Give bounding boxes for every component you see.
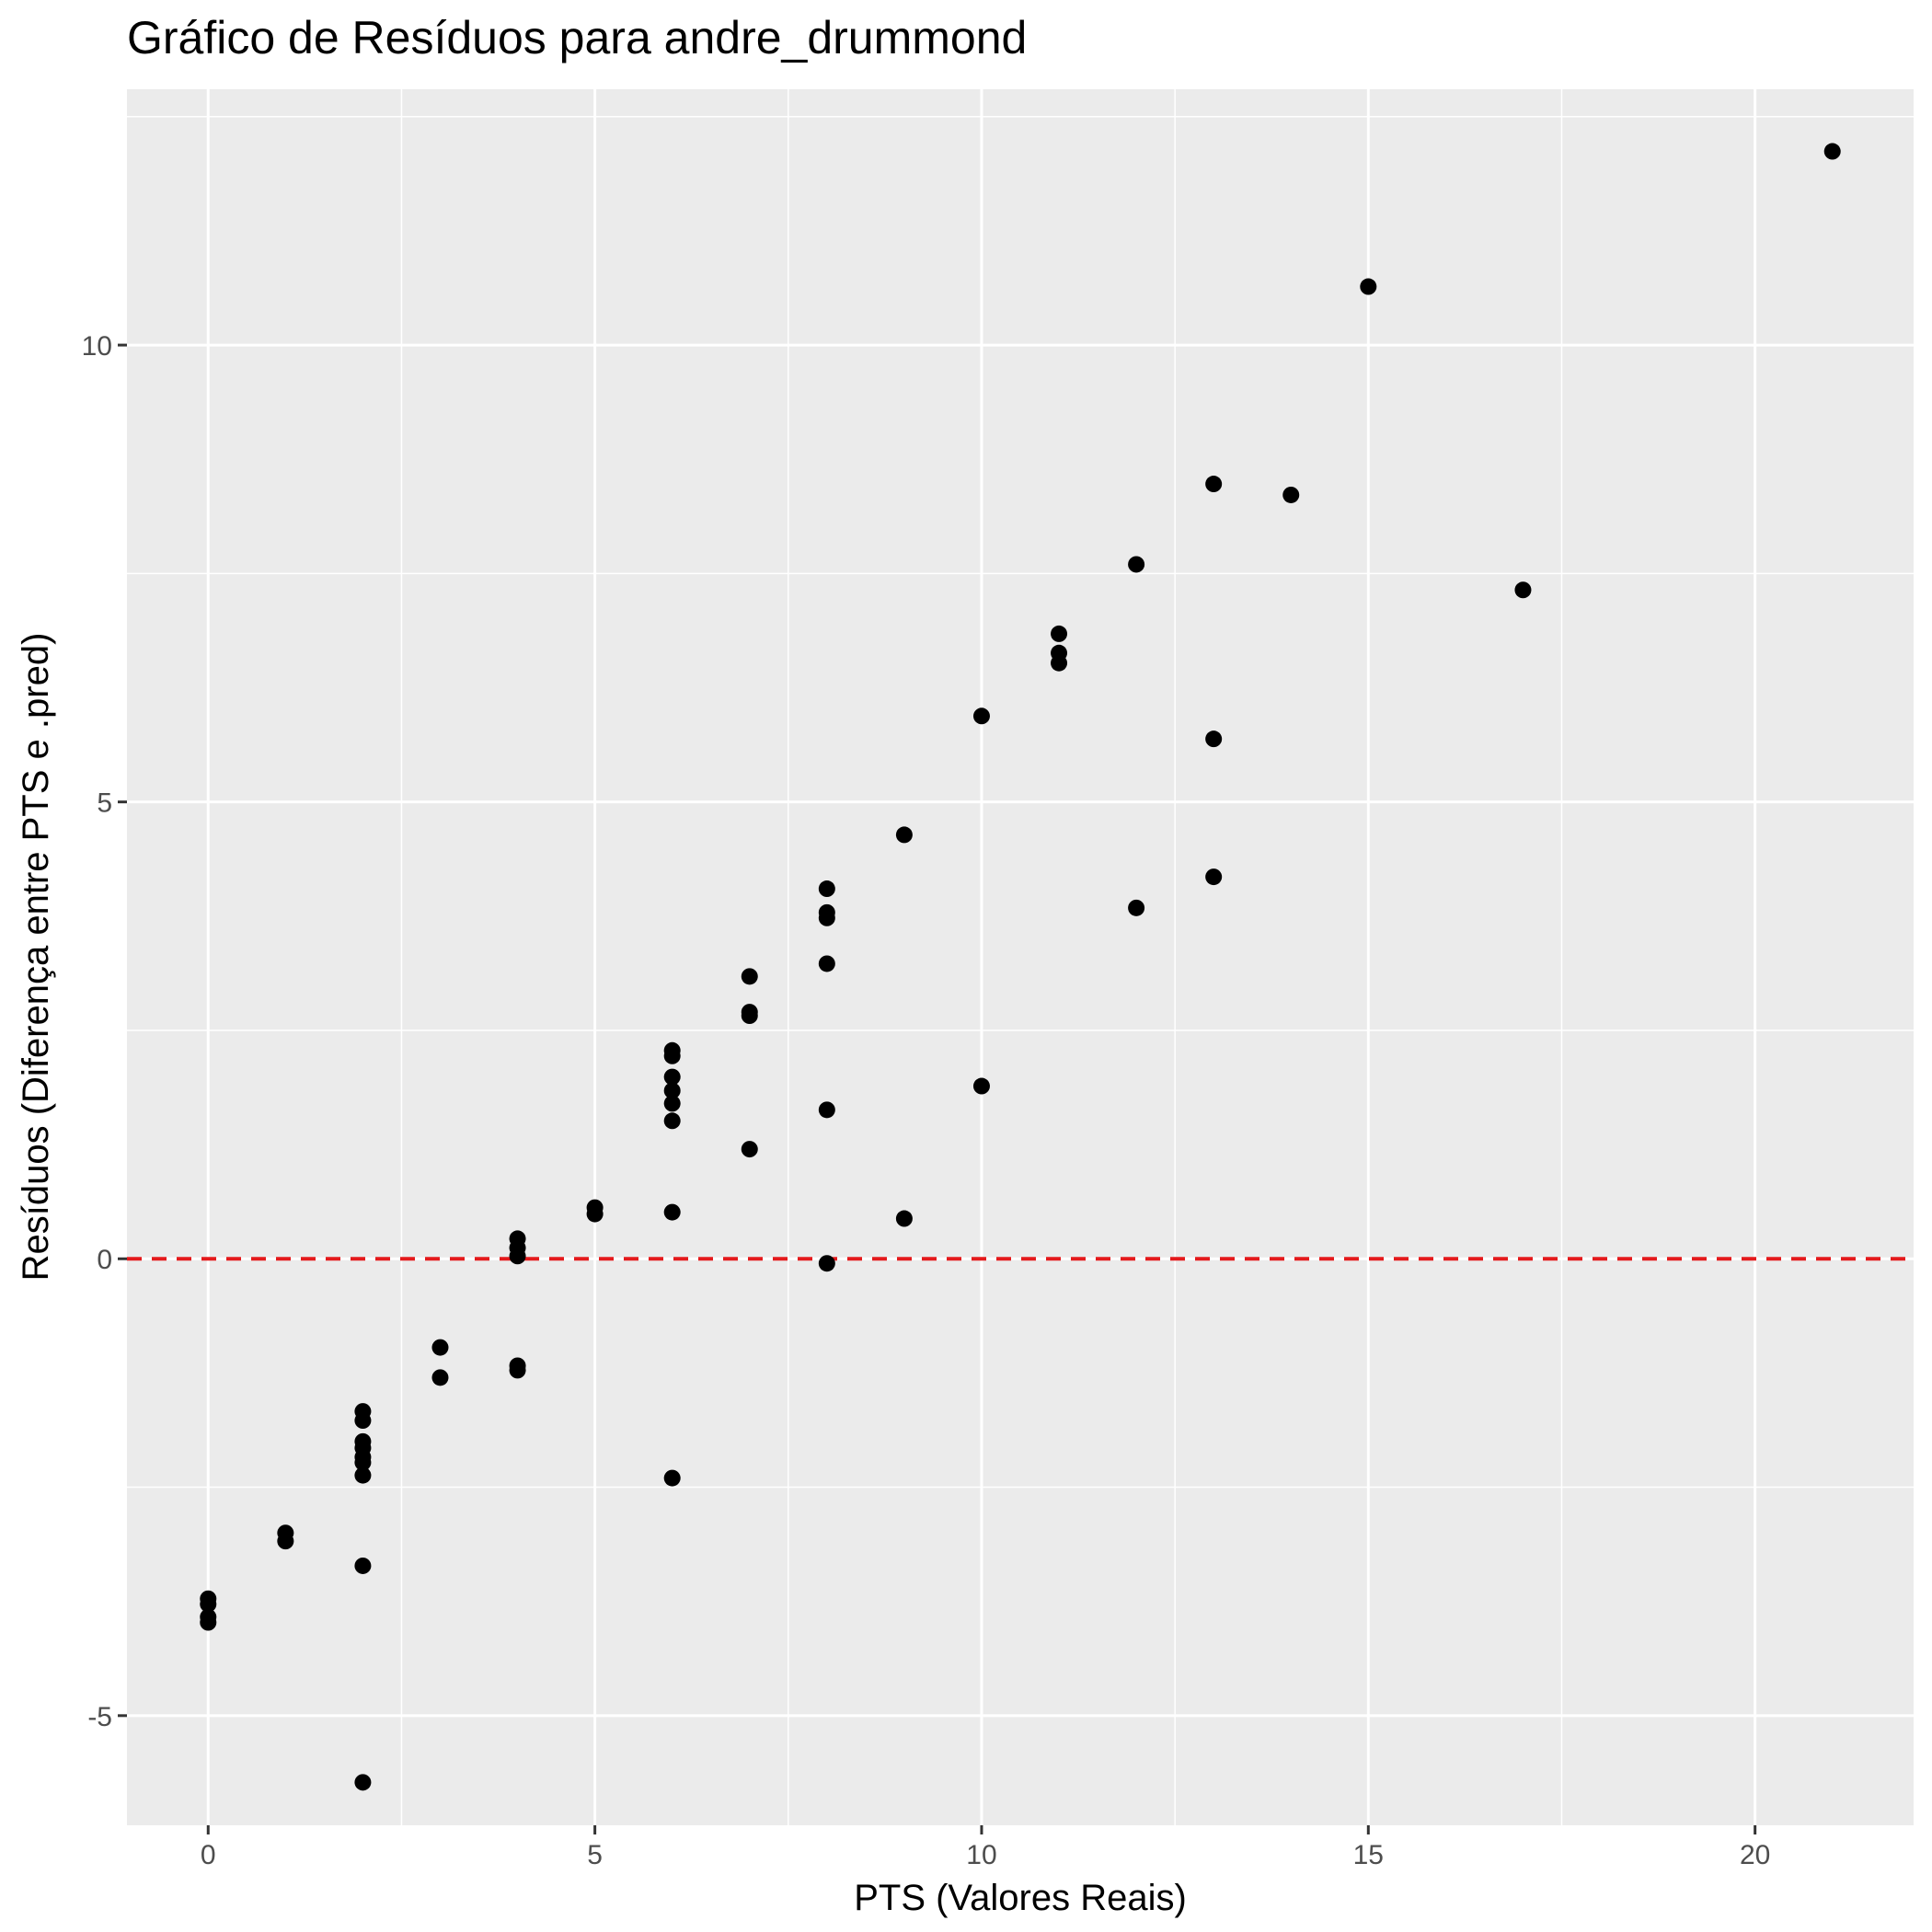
y-tick-label: 10 — [82, 331, 112, 362]
data-point — [741, 968, 758, 985]
data-point — [818, 955, 835, 972]
data-point — [663, 1082, 681, 1099]
data-point — [972, 1077, 990, 1095]
data-point — [741, 1007, 758, 1025]
data-point — [354, 1466, 372, 1484]
x-tick-label: 15 — [1353, 1840, 1384, 1870]
y-tick-label: 0 — [97, 1245, 112, 1275]
y-axis-ticks: -5 0 5 10 — [82, 331, 127, 1732]
data-point — [354, 1454, 372, 1471]
data-point — [1514, 581, 1532, 599]
data-point — [1205, 730, 1223, 748]
data-point — [818, 1255, 835, 1272]
y-tick-label: 5 — [97, 788, 112, 819]
x-axis-ticks: 0 5 10 15 20 — [201, 1825, 1770, 1870]
data-point — [663, 1047, 681, 1064]
major-gridlines — [127, 89, 1914, 1825]
data-point — [277, 1533, 294, 1550]
data-point — [200, 1614, 217, 1631]
data-point — [895, 1210, 913, 1227]
y-tick-label: -5 — [87, 1702, 112, 1732]
data-point — [663, 1068, 681, 1086]
x-tick-label: 0 — [201, 1840, 216, 1870]
x-axis-title: PTS (Valores Reais) — [854, 1878, 1187, 1918]
y-axis-title: Resíduos (Diferença entre PTS e .pred) — [16, 633, 56, 1282]
x-tick-label: 10 — [966, 1840, 996, 1870]
data-point — [818, 880, 835, 898]
data-point — [354, 1412, 372, 1430]
data-point — [1205, 868, 1223, 886]
data-point — [895, 826, 913, 844]
data-point — [663, 1469, 681, 1487]
data-point — [354, 1557, 372, 1574]
data-point — [1360, 278, 1377, 295]
data-point — [663, 1112, 681, 1130]
data-point — [972, 707, 990, 725]
data-point — [663, 1203, 681, 1221]
data-point — [741, 1141, 758, 1158]
data-point — [663, 1095, 681, 1112]
data-point — [509, 1248, 526, 1265]
minor-gridlines — [127, 89, 1914, 1825]
data-point — [200, 1595, 217, 1613]
data-point — [1282, 486, 1300, 503]
data-points — [200, 143, 1841, 1791]
x-tick-label: 5 — [587, 1840, 603, 1870]
data-point — [1128, 556, 1145, 573]
data-point — [431, 1369, 449, 1386]
data-point — [354, 1774, 372, 1791]
data-point — [818, 909, 835, 926]
chart-title: Gráfico de Resíduos para andre_drummond — [127, 12, 1027, 63]
data-point — [1823, 143, 1841, 160]
plot-panel — [127, 89, 1914, 1825]
data-point — [818, 1101, 835, 1119]
data-point — [1205, 476, 1223, 493]
data-point — [1051, 625, 1068, 642]
data-point — [1051, 654, 1068, 672]
data-point — [586, 1205, 604, 1223]
data-point — [1128, 899, 1145, 916]
x-tick-label: 20 — [1740, 1840, 1770, 1870]
data-point — [431, 1339, 449, 1356]
data-point — [509, 1362, 526, 1379]
